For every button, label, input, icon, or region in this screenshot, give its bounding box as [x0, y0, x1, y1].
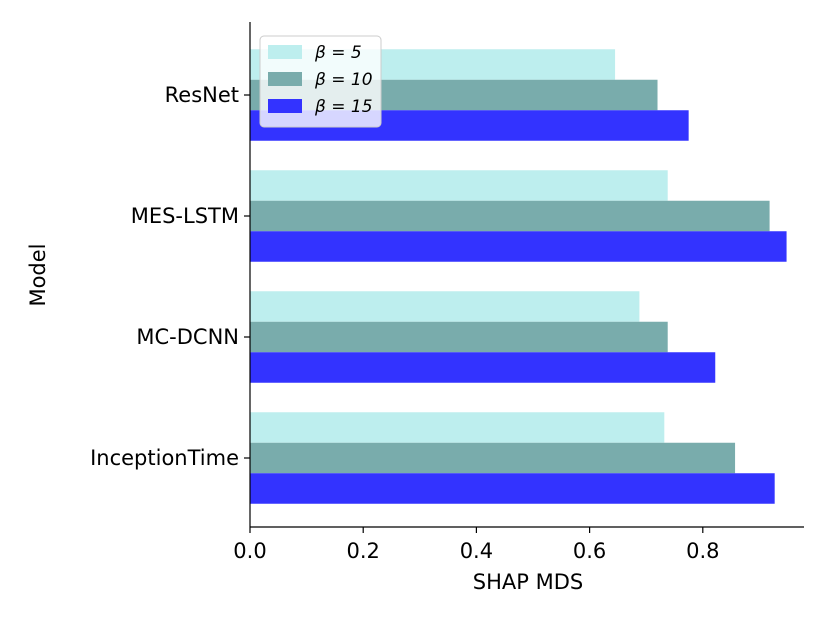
legend: β = 5 β = 10 β = 15 — [259, 35, 382, 128]
y-tick-label: ResNet — [165, 83, 239, 107]
x-tick-label: 0.2 — [346, 539, 379, 563]
x-tick-label: 0.4 — [460, 539, 493, 563]
bar-mc-dcnn-series-3 — [250, 352, 716, 383]
legend-swatch — [268, 72, 302, 86]
bar-mes-lstm-series-1 — [250, 170, 668, 201]
bar-mes-lstm-series-2 — [250, 200, 770, 232]
y-ticks-group: ResNet MES-LSTM MC-DCNN InceptionTime — [90, 83, 250, 470]
bar-mc-dcnn-series-1 — [250, 291, 640, 322]
legend-swatch — [268, 45, 302, 59]
legend-label: β = 15 — [314, 97, 373, 117]
bar-inceptiontime-series-2 — [250, 442, 736, 474]
legend-swatch — [268, 99, 302, 113]
legend-label: β = 5 — [314, 43, 362, 63]
axes-group — [249, 22, 804, 528]
bars-group — [250, 49, 787, 504]
y-tick-label: InceptionTime — [90, 446, 239, 470]
x-tick-label: 0.8 — [686, 539, 719, 563]
x-tick-label: 0.0 — [233, 539, 266, 563]
x-tick-label: 0.6 — [573, 539, 606, 563]
x-ticks-group: 0.0 0.2 0.4 0.6 0.8 — [233, 527, 720, 563]
bar-mes-lstm-series-3 — [250, 231, 787, 262]
y-tick-label: MC-DCNN — [136, 325, 239, 349]
x-axis-label: SHAP MDS — [473, 570, 583, 594]
legend-label: β = 10 — [314, 70, 373, 90]
y-axis-label: Model — [26, 243, 50, 306]
bar-inceptiontime-series-1 — [250, 412, 665, 443]
bar-inceptiontime-series-3 — [250, 473, 775, 504]
y-tick-label: MES-LSTM — [131, 204, 239, 228]
bar-mc-dcnn-series-2 — [250, 321, 668, 353]
